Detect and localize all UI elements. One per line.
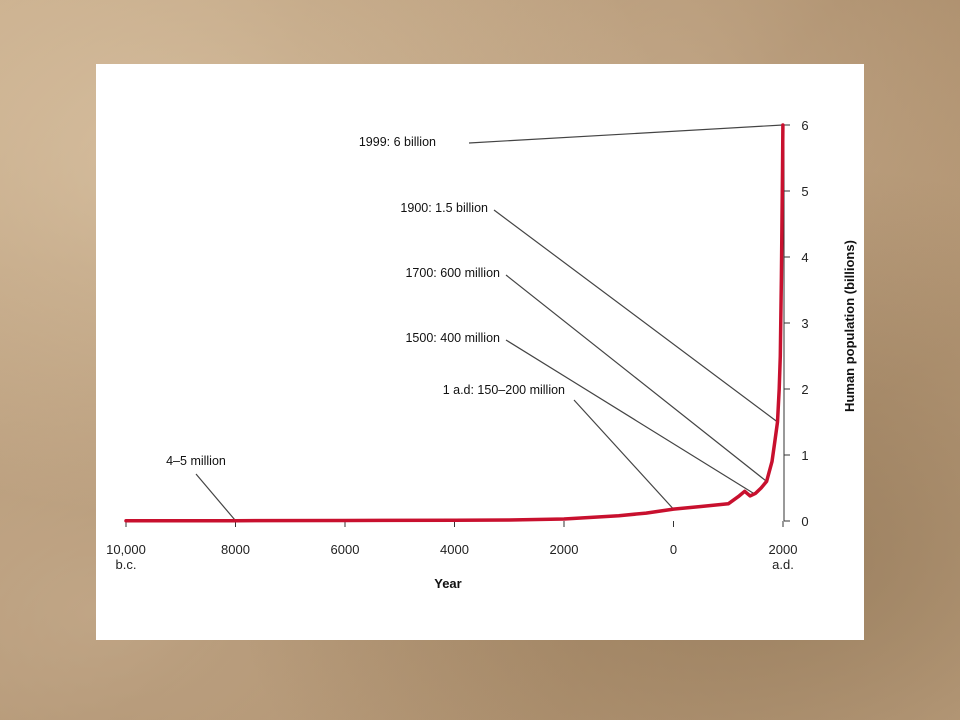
y-tick-label: 2 bbox=[801, 382, 808, 397]
annotation-label: 1500: 400 million bbox=[405, 331, 500, 345]
annotation-label: 1700: 600 million bbox=[405, 266, 500, 280]
x-tick-label: 10,000 bbox=[106, 542, 146, 557]
annotation-leader-line bbox=[505, 339, 756, 496]
annotation-leader-line bbox=[195, 473, 236, 522]
annotation-label: 4–5 million bbox=[166, 454, 226, 468]
series-layer bbox=[124, 123, 785, 523]
x-tick-sublabel: b.c. bbox=[116, 557, 137, 572]
x-tick-label: 8000 bbox=[221, 542, 250, 557]
y-tick-label: 1 bbox=[801, 448, 808, 463]
annotation-label: 1900: 1.5 billion bbox=[400, 201, 488, 215]
annotation-leader-line bbox=[573, 399, 674, 510]
y-tick-label: 0 bbox=[801, 514, 808, 529]
annotation-label: 1 a.d: 150–200 million bbox=[443, 383, 565, 397]
annotation-leader-lines bbox=[195, 124, 783, 522]
annotation-label: 1999: 6 billion bbox=[359, 135, 436, 149]
y-axis: 0 1 2 3 4 5 6 bbox=[783, 118, 809, 529]
x-axis-title: Year bbox=[434, 576, 461, 591]
x-tick-sublabel: a.d. bbox=[772, 557, 794, 572]
x-tick-label: 2000 bbox=[550, 542, 579, 557]
annotation-labels: 1999: 6 billion 1900: 1.5 billion 1700: 60… bbox=[166, 135, 565, 468]
y-tick-label: 4 bbox=[801, 250, 808, 265]
x-tick-label: 2000 bbox=[769, 542, 798, 557]
x-tick-label: 6000 bbox=[331, 542, 360, 557]
y-tick-label: 5 bbox=[801, 184, 808, 199]
annotation-leader-line bbox=[468, 124, 783, 144]
x-tick-label: 4000 bbox=[440, 542, 469, 557]
y-axis-title: Human population (billions) bbox=[842, 240, 857, 412]
population-series-line bbox=[124, 123, 785, 523]
annotation-leader-line bbox=[493, 209, 778, 423]
y-tick-label: 3 bbox=[801, 316, 808, 331]
annotation-leader-line bbox=[505, 274, 767, 482]
x-tick-label: 0 bbox=[670, 542, 677, 557]
y-tick-label: 6 bbox=[801, 118, 808, 133]
